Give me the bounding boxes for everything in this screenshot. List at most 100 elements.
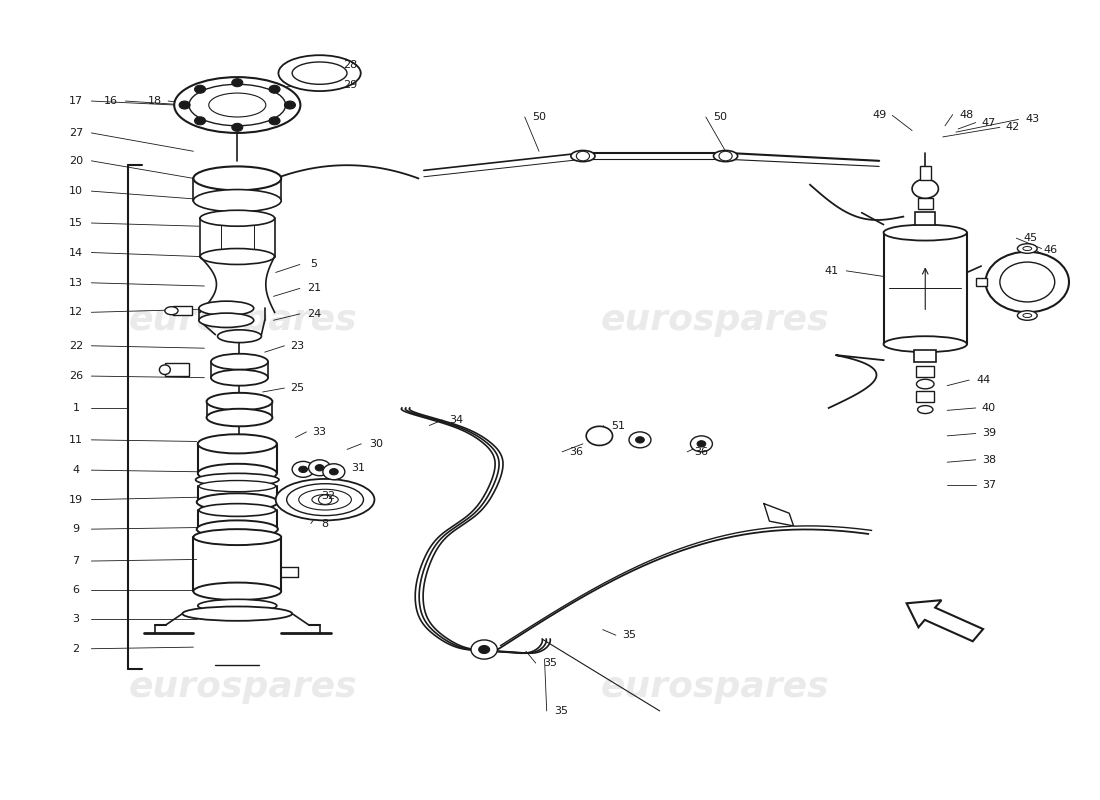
Bar xyxy=(173,306,192,315)
Ellipse shape xyxy=(276,479,374,520)
Ellipse shape xyxy=(883,336,967,352)
Text: 6: 6 xyxy=(73,585,79,594)
Text: 34: 34 xyxy=(450,415,464,425)
Ellipse shape xyxy=(174,77,300,133)
Text: 50: 50 xyxy=(532,112,546,122)
Circle shape xyxy=(285,101,296,109)
Text: 29: 29 xyxy=(343,80,358,90)
Ellipse shape xyxy=(209,93,266,117)
Text: 30: 30 xyxy=(370,439,384,449)
Text: 7: 7 xyxy=(73,556,79,566)
Circle shape xyxy=(1000,262,1055,302)
Text: 41: 41 xyxy=(825,266,839,276)
Ellipse shape xyxy=(160,365,170,374)
Text: 50: 50 xyxy=(713,112,727,122)
Bar xyxy=(165,363,189,376)
Ellipse shape xyxy=(198,434,277,454)
Text: 32: 32 xyxy=(321,490,336,501)
Circle shape xyxy=(270,86,280,94)
Ellipse shape xyxy=(197,520,278,538)
Text: 40: 40 xyxy=(982,403,996,413)
Circle shape xyxy=(293,462,315,478)
Ellipse shape xyxy=(194,529,282,545)
Ellipse shape xyxy=(194,166,282,190)
Text: 31: 31 xyxy=(351,462,365,473)
Circle shape xyxy=(691,436,713,452)
Ellipse shape xyxy=(199,504,276,516)
Ellipse shape xyxy=(312,494,338,505)
Circle shape xyxy=(319,495,332,505)
Text: 10: 10 xyxy=(69,186,82,196)
Text: 15: 15 xyxy=(69,218,82,228)
Ellipse shape xyxy=(883,225,967,241)
Ellipse shape xyxy=(1023,246,1032,250)
Ellipse shape xyxy=(197,494,278,511)
Circle shape xyxy=(323,464,344,480)
Text: 36: 36 xyxy=(570,447,583,457)
Text: 20: 20 xyxy=(69,156,84,166)
Bar xyxy=(917,198,933,210)
Ellipse shape xyxy=(917,406,933,414)
Circle shape xyxy=(195,117,206,125)
Text: eurospares: eurospares xyxy=(129,303,358,338)
Text: 24: 24 xyxy=(307,309,321,319)
FancyArrow shape xyxy=(906,600,983,642)
Ellipse shape xyxy=(211,354,268,370)
Circle shape xyxy=(986,252,1069,312)
Ellipse shape xyxy=(165,306,178,314)
Text: 21: 21 xyxy=(307,283,321,294)
Text: 25: 25 xyxy=(290,383,305,393)
Text: 51: 51 xyxy=(610,421,625,430)
Ellipse shape xyxy=(194,582,282,600)
Circle shape xyxy=(179,101,190,109)
Ellipse shape xyxy=(207,393,273,410)
Text: 4: 4 xyxy=(73,465,79,475)
Ellipse shape xyxy=(1018,244,1037,254)
Bar xyxy=(915,212,935,225)
Text: eurospares: eurospares xyxy=(601,303,829,338)
Ellipse shape xyxy=(916,379,934,389)
Text: 35: 35 xyxy=(621,630,636,640)
Text: 46: 46 xyxy=(1043,245,1057,255)
Ellipse shape xyxy=(287,484,363,515)
Circle shape xyxy=(232,123,243,131)
Text: 48: 48 xyxy=(960,110,975,119)
Ellipse shape xyxy=(299,490,351,510)
Text: 49: 49 xyxy=(872,110,887,120)
Ellipse shape xyxy=(293,62,346,84)
Text: eurospares: eurospares xyxy=(601,670,829,704)
Ellipse shape xyxy=(207,409,273,426)
Text: 3: 3 xyxy=(73,614,79,624)
Circle shape xyxy=(636,437,645,443)
Circle shape xyxy=(719,151,733,161)
Text: 35: 35 xyxy=(543,658,557,668)
Ellipse shape xyxy=(198,599,277,612)
Text: 35: 35 xyxy=(554,706,568,716)
Text: 44: 44 xyxy=(977,375,990,385)
Text: 38: 38 xyxy=(982,454,996,465)
Text: 22: 22 xyxy=(69,341,84,350)
Text: 19: 19 xyxy=(69,494,84,505)
Text: 47: 47 xyxy=(982,118,996,127)
Ellipse shape xyxy=(278,55,361,91)
Text: 11: 11 xyxy=(69,435,82,445)
Circle shape xyxy=(299,466,308,473)
Circle shape xyxy=(270,117,280,125)
Circle shape xyxy=(471,640,497,659)
Text: 36: 36 xyxy=(694,447,708,457)
Ellipse shape xyxy=(218,330,262,342)
Text: 39: 39 xyxy=(982,429,996,438)
Circle shape xyxy=(912,179,938,198)
Text: 42: 42 xyxy=(1005,122,1020,132)
Circle shape xyxy=(478,646,490,654)
Ellipse shape xyxy=(1018,310,1037,320)
Ellipse shape xyxy=(199,313,254,327)
Text: 23: 23 xyxy=(290,341,305,350)
Text: 9: 9 xyxy=(73,524,79,534)
Text: 5: 5 xyxy=(310,259,318,270)
Text: 2: 2 xyxy=(73,644,79,654)
Circle shape xyxy=(586,426,613,446)
Text: 1: 1 xyxy=(73,403,79,413)
Text: 33: 33 xyxy=(312,427,327,437)
Bar xyxy=(976,278,987,286)
